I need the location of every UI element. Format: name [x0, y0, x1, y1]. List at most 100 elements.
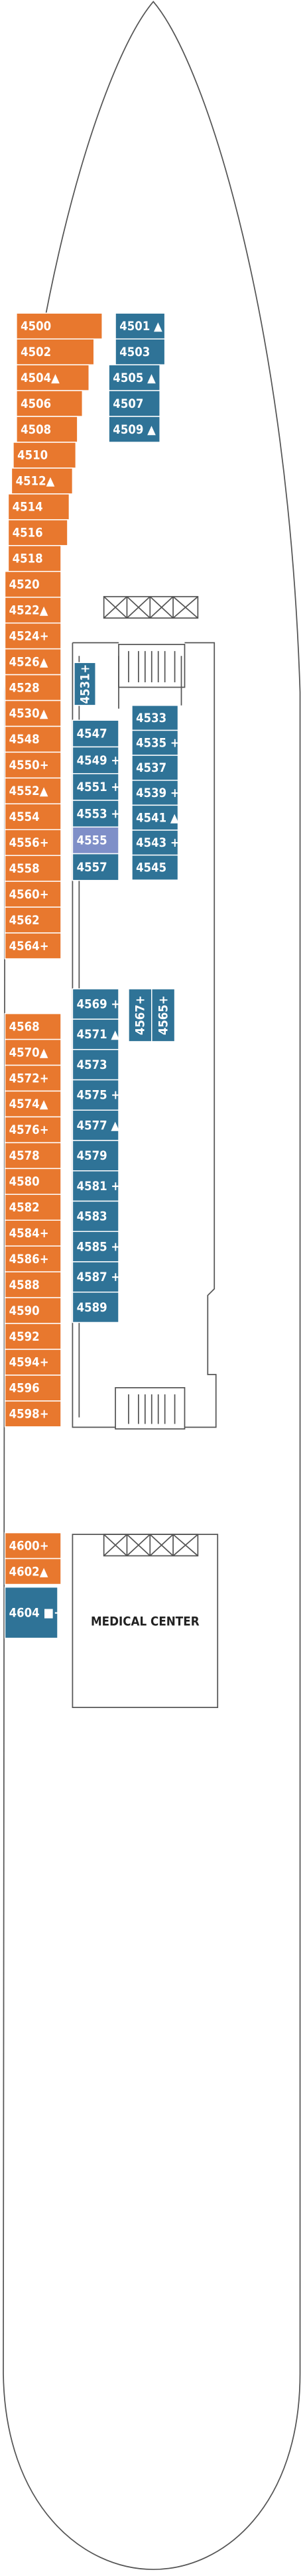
cabin: [4, 1116, 62, 1144]
cabin-label: 4576+: [9, 1123, 49, 1137]
cabin-label: 4537: [136, 761, 166, 775]
cabin-label: 4522▲: [9, 603, 48, 617]
cabin-label: 4585 +: [77, 1240, 121, 1254]
cabin: [4, 1064, 62, 1092]
cabin-label: 4503: [119, 345, 150, 359]
cabin: [16, 364, 90, 391]
cabin-label: 4590: [9, 1304, 40, 1318]
stairs: [115, 644, 186, 1430]
cabin-label: 4587 +: [77, 1270, 121, 1284]
cabin: [4, 1245, 62, 1272]
cabin: [4, 1297, 62, 1324]
elevators: [103, 595, 199, 1557]
cabin-label: 4550+: [9, 759, 49, 772]
cabin-label: 4582: [9, 1201, 40, 1215]
cabin-label: 4598+: [9, 1408, 49, 1422]
cabin: [131, 854, 179, 881]
cabin-label: 4528: [9, 681, 40, 695]
cabin-label: 4554: [9, 810, 40, 824]
cabin: [4, 596, 62, 624]
cabin-label: 4548: [9, 733, 40, 747]
cabin-label: 4592: [9, 1330, 40, 1344]
cabin: [72, 1049, 119, 1081]
cabin: [72, 1170, 119, 1202]
cabin: [72, 1291, 119, 1323]
cabin: [72, 826, 119, 855]
cabin: [4, 1271, 62, 1298]
cabin: [4, 1349, 62, 1376]
cabin: [4, 803, 62, 830]
cabin-label: 4568: [9, 1020, 40, 1034]
cabin-label: 4520: [9, 578, 40, 591]
cabin: [4, 1400, 62, 1428]
cabin: [72, 1109, 119, 1141]
cabin: [4, 777, 62, 805]
cabin-label: 4516: [13, 526, 43, 540]
cabin-label: 4553 +: [77, 807, 121, 821]
cabin-label: 4562: [9, 914, 40, 928]
cabin: [4, 622, 62, 650]
cabin: [4, 1375, 62, 1402]
cabin-label: 4586+: [9, 1253, 49, 1266]
cabin-label: 4508: [21, 423, 51, 437]
cabin-label: 4551 +: [77, 780, 121, 794]
cabin-label: 4512▲: [16, 475, 55, 489]
cabin: [4, 571, 62, 598]
cabin-label: 4567+: [134, 995, 148, 1035]
cabin-label: 4530▲: [9, 707, 48, 721]
cabin: [72, 719, 119, 748]
cabin-label: 4560+: [9, 888, 49, 902]
cabin-label: 4549 +: [77, 754, 121, 768]
cabin: [4, 725, 62, 753]
cabin: [7, 493, 70, 521]
cabin: [4, 829, 62, 856]
cabin: [72, 988, 119, 1020]
cabin-label: 4572+: [9, 1072, 49, 1085]
cabin-label: 4543 +: [136, 836, 180, 850]
cabin-label: 4506: [21, 397, 51, 411]
cabin: [7, 545, 62, 572]
cabin: [128, 988, 152, 1042]
cabin: [4, 674, 62, 702]
cabin-label: 4596: [9, 1382, 40, 1396]
cabin: [13, 442, 77, 469]
cabin-label: 4581 +: [77, 1180, 121, 1194]
cabin-label: 4602▲: [9, 1565, 48, 1579]
cabin: [72, 853, 119, 881]
cabin-label: 4578: [9, 1149, 40, 1163]
cabin-label: 4573: [77, 1058, 107, 1072]
hull: [3, 1, 301, 2570]
medical-center-room: [72, 1534, 219, 1708]
cabin-label: 4502: [21, 345, 51, 359]
cabin-label: 4533: [136, 711, 166, 725]
cabin-label: 4571 ▲: [77, 1028, 120, 1042]
cabin-label: 4524+: [9, 629, 49, 643]
cabin: [4, 906, 62, 934]
cabin: [7, 519, 68, 546]
cabin: [72, 1200, 119, 1232]
cabin: [108, 416, 160, 443]
cabin: [4, 700, 62, 727]
cabin: [131, 729, 179, 756]
cabin-label: 4575 +: [77, 1089, 121, 1103]
cabin-label: 4564+: [9, 940, 49, 953]
cabin: [4, 1532, 62, 1560]
cabin-label: 4539 +: [136, 786, 180, 800]
cabin: [74, 662, 96, 706]
cabin-label: 4558: [9, 862, 40, 876]
medical-center-label: MEDICAL CENTER: [91, 1615, 200, 1628]
cabin: [72, 1261, 119, 1293]
cabin: [72, 746, 119, 774]
cabin: [4, 648, 62, 676]
cabin-label: 4556+: [9, 836, 49, 850]
cabin-label: 4579: [77, 1149, 107, 1163]
cabin-label: 4588: [9, 1278, 40, 1292]
cabin-label: 4510: [17, 449, 48, 463]
cabin: [131, 779, 179, 806]
cabin-label: 4557: [77, 861, 107, 875]
cabin: [4, 855, 62, 882]
cabin: [4, 1219, 62, 1247]
cabin-label: 4531+: [78, 664, 92, 704]
cabin-label: 4541 ▲: [136, 811, 179, 825]
